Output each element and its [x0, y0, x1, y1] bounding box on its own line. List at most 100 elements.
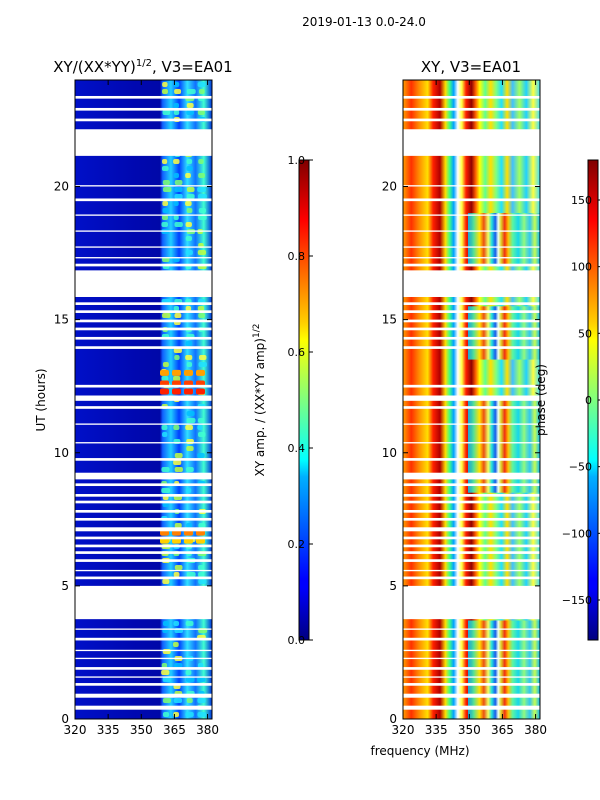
amplitude-cell	[162, 362, 169, 367]
amplitude-flagged-band	[75, 423, 212, 425]
amplitude-flagged-band	[75, 107, 212, 111]
amplitude-cell	[197, 425, 203, 430]
amplitude-cell	[173, 698, 183, 703]
amplitude-cell	[198, 362, 207, 367]
amplitude-ytick-label: 15	[54, 313, 69, 327]
phase-flagged-band	[403, 527, 540, 532]
amplitude-flagged-band	[75, 310, 212, 313]
amplitude-cell	[197, 194, 207, 199]
phase-xtick-label: 380	[524, 723, 547, 737]
amplitude-flagged-band	[75, 576, 212, 580]
amplitude-flagged-band	[75, 551, 212, 554]
phase-ytick-label: 5	[389, 579, 397, 593]
amplitude-hot-cell	[172, 388, 181, 395]
amplitude-cell	[197, 453, 205, 458]
amplitude-flagged-band	[75, 118, 212, 122]
amplitude-cell	[173, 103, 180, 108]
phase-colorbar-tick-label: −50	[569, 461, 592, 474]
amplitude-cell	[162, 621, 169, 626]
amplitude-cell	[161, 663, 168, 668]
phase-flagged-band	[403, 693, 540, 698]
amplitude-cell	[161, 222, 169, 227]
amplitude-cell	[197, 306, 205, 311]
amplitude-cell	[185, 201, 192, 206]
amplitude-axes-frame	[74, 79, 213, 720]
amplitude-hot-cell	[160, 369, 169, 376]
amplitude-cell	[198, 159, 204, 164]
amplitude-cell	[161, 215, 168, 220]
phase-flagged-band	[403, 423, 540, 425]
amplitude-cell	[174, 453, 183, 458]
phase-flagged-band	[403, 270, 540, 297]
amplitude-cell	[197, 418, 205, 423]
amplitude-cell	[162, 712, 170, 717]
amplitude-y-axis: 0 5 10 15 20	[54, 180, 212, 726]
amplitude-cell	[198, 355, 207, 360]
phase-flagged-band	[403, 576, 540, 580]
amplitude-flagged-band	[75, 384, 212, 388]
phase-ytick-label: 10	[382, 446, 397, 460]
amplitude-cell	[174, 467, 183, 472]
phase-flagged-band	[403, 569, 540, 572]
amplitude-cell	[161, 159, 168, 164]
amplitude-cell	[198, 523, 206, 528]
phase-flagged-band	[403, 637, 540, 641]
amplitude-cell	[162, 649, 171, 654]
phase-colorbar-label: phase (deg)	[534, 364, 548, 436]
phase-flagged-band	[403, 442, 540, 444]
figure-suptitle: 2019-01-13 0.0-24.0	[302, 15, 426, 29]
amplitude-cell	[174, 355, 180, 360]
phase-flagged-band	[403, 494, 540, 497]
amplitude-ytick-label: 10	[54, 446, 69, 460]
amplitude-cell	[186, 194, 195, 199]
amplitude-cell	[173, 348, 182, 353]
amplitude-cell	[197, 712, 207, 717]
amplitude-flagged-band	[75, 302, 212, 305]
phase-colorbar-tick-label: 150	[571, 194, 592, 207]
phase-flagged-band	[403, 667, 540, 670]
amplitude-cell	[162, 201, 169, 206]
amplitude-cell	[162, 208, 169, 213]
phase-xtick-label: 365	[491, 723, 514, 737]
amplitude-cell	[185, 341, 193, 346]
phase-flagged-band	[403, 336, 540, 340]
amplitude-cell	[174, 313, 182, 318]
amplitude-cell	[186, 166, 193, 171]
amplitude-cell	[185, 222, 192, 227]
phase-flagged-band	[403, 107, 540, 111]
phase-band	[468, 620, 540, 719]
amplitude-cell	[174, 194, 183, 199]
amplitude-flagged-band	[75, 683, 212, 686]
amplitude-hot-cell	[160, 388, 169, 395]
amplitude-cell	[198, 565, 204, 570]
amplitude-cell	[173, 201, 179, 206]
amplitude-cell	[198, 572, 205, 577]
phase-flagged-band	[403, 559, 540, 562]
amplitude-flagged-band	[75, 500, 212, 504]
amplitude-cell	[186, 523, 192, 528]
amplitude-xtick-label: 350	[130, 723, 153, 737]
amplitude-cell	[174, 89, 182, 94]
amplitude-hot-cell	[184, 388, 193, 395]
amplitude-flagged-band	[75, 693, 212, 698]
amplitude-cell	[186, 187, 195, 192]
phase-panel: XY, V3=EA01 320 335 350 365 380 0 5 10 15 20	[382, 58, 547, 737]
amplitude-flagged-band	[75, 270, 212, 297]
amplitude-cell	[174, 523, 182, 528]
amplitude-xtick-label: 335	[97, 723, 120, 737]
amplitude-cell	[198, 313, 205, 318]
amplitude-flagged-band	[75, 327, 212, 331]
shared-xlabel: frequency (MHz)	[370, 744, 469, 758]
amplitude-cell	[186, 362, 193, 367]
amplitude-flagged-band	[75, 657, 212, 660]
amplitude-flagged-band	[75, 536, 212, 540]
amplitude-ytick-label: 20	[54, 180, 69, 194]
amplitude-flagged-band	[75, 676, 212, 678]
amplitude-panel-title: XY/(XX*YY)1/2, V3=EA01	[53, 58, 232, 76]
phase-flagged-band	[403, 310, 540, 313]
amplitude-cell	[174, 82, 180, 87]
amplitude-flagged-band	[75, 494, 212, 497]
amplitude-cell	[185, 250, 193, 255]
phase-flagged-band	[403, 257, 540, 259]
